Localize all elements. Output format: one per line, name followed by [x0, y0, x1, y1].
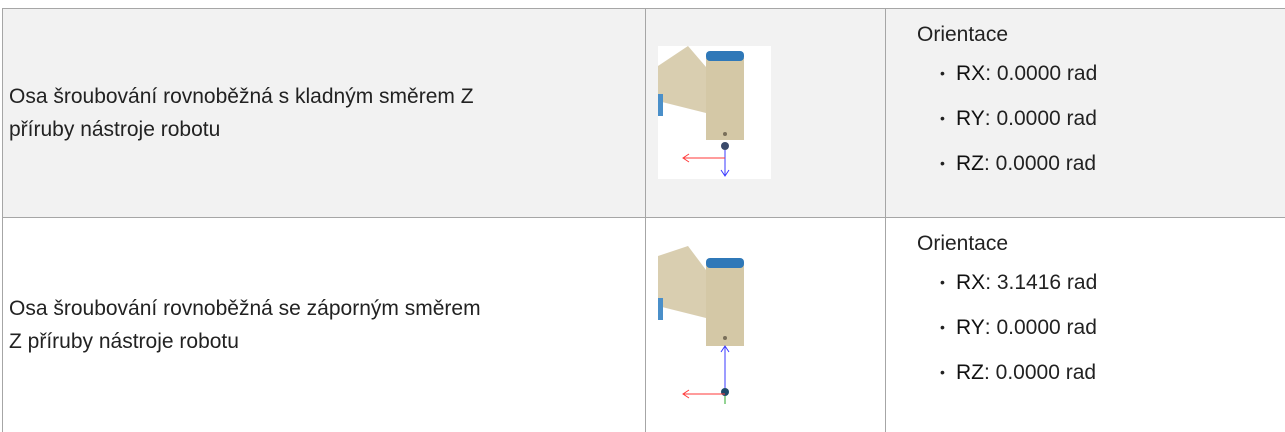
axis-label: RY — [956, 316, 985, 339]
robot-image — [658, 46, 771, 179]
orientation-cell: Orientace RX: 0.0000 rad RY: 0.0000 rad … — [886, 9, 1285, 217]
orientation-item: RY: 0.0000 rad — [940, 305, 1097, 350]
description-cell: Osa šroubování rovnoběžná s kladným směr… — [3, 9, 646, 217]
orientation-item: RZ: 0.0000 rad — [940, 141, 1097, 186]
image-cell — [646, 218, 886, 432]
orientation-list: RX: 3.1416 rad RY: 0.0000 rad RZ: 0.0000… — [940, 260, 1098, 395]
axis-value: : 0.0000 rad — [984, 361, 1097, 384]
table-row: Osa šroubování rovnoběžná s kladným směr… — [2, 8, 1285, 217]
axis-value: : 3.1416 rad — [985, 271, 1098, 294]
table-row: Osa šroubování rovnoběžná se záporným sm… — [2, 217, 1285, 432]
description: Osa šroubování rovnoběžná se záporným sm… — [9, 297, 481, 353]
orientation-item: RX: 3.1416 rad — [940, 260, 1098, 305]
axis-value: : 0.0000 rad — [984, 107, 1097, 130]
description-cell: Osa šroubování rovnoběžná se záporným sm… — [3, 218, 646, 432]
axis-value: : 0.0000 rad — [984, 152, 1097, 175]
axis-label: RY — [956, 107, 985, 130]
axis-label: RZ — [956, 152, 984, 175]
axis-value: : 0.0000 rad — [985, 62, 1098, 85]
image-cell — [646, 9, 886, 217]
description: Osa šroubování rovnoběžná s kladným směr… — [9, 85, 474, 141]
axis-value: : 0.0000 rad — [984, 316, 1097, 339]
orientation-title: Orientace — [917, 232, 1009, 255]
axis-label: RX — [956, 271, 986, 294]
orientation-item: RX: 0.0000 rad — [940, 51, 1098, 96]
orientation-list: RX: 0.0000 rad RY: 0.0000 rad RZ: 0.0000… — [940, 51, 1098, 186]
robot-image — [658, 246, 744, 404]
axis-label: RZ — [956, 361, 984, 384]
orientation-cell: Orientace RX: 3.1416 rad RY: 0.0000 rad … — [886, 218, 1285, 432]
orientation-item: RY: 0.0000 rad — [940, 96, 1097, 141]
orientation-title: Orientace — [917, 23, 1009, 46]
axis-label: RX — [956, 62, 986, 85]
orientation-item: RZ: 0.0000 rad — [940, 350, 1097, 395]
